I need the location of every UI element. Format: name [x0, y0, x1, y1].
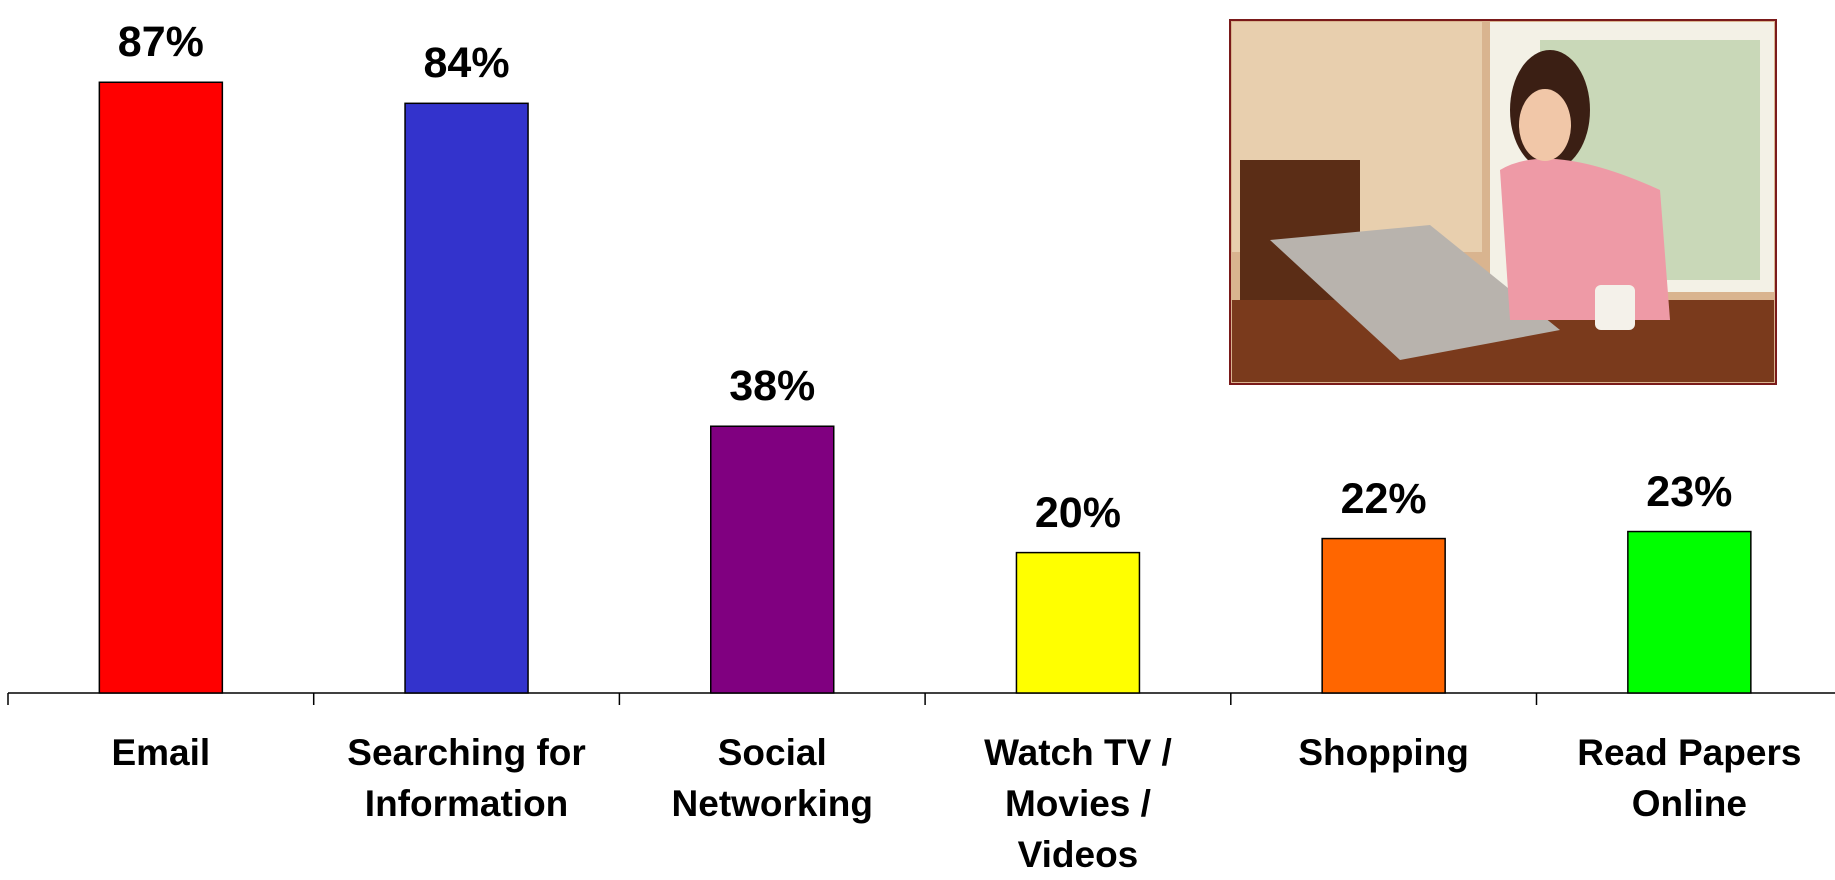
x-tick-label: Email [111, 732, 211, 773]
x-tick-label: Shopping [1298, 732, 1469, 773]
bar [710, 425, 835, 694]
bar [98, 81, 224, 694]
x-tick-label: Searching for Information [347, 732, 586, 824]
value-label: 23% [1646, 467, 1733, 516]
bar [1015, 551, 1141, 694]
value-label: 38% [729, 362, 816, 411]
x-tick-label: Watch TV / Movies / Videos [984, 732, 1172, 875]
bar [1627, 530, 1752, 694]
bar [404, 102, 529, 694]
value-label: 84% [423, 39, 510, 88]
x-tick-label: Read Papers Online [1577, 732, 1802, 824]
value-label: 22% [1340, 474, 1427, 523]
x-tick-label: Social Networking [671, 732, 873, 824]
bar [1321, 537, 1446, 694]
value-label: 87% [117, 18, 204, 67]
value-label: 20% [1034, 488, 1121, 537]
photo [1229, 19, 1777, 385]
